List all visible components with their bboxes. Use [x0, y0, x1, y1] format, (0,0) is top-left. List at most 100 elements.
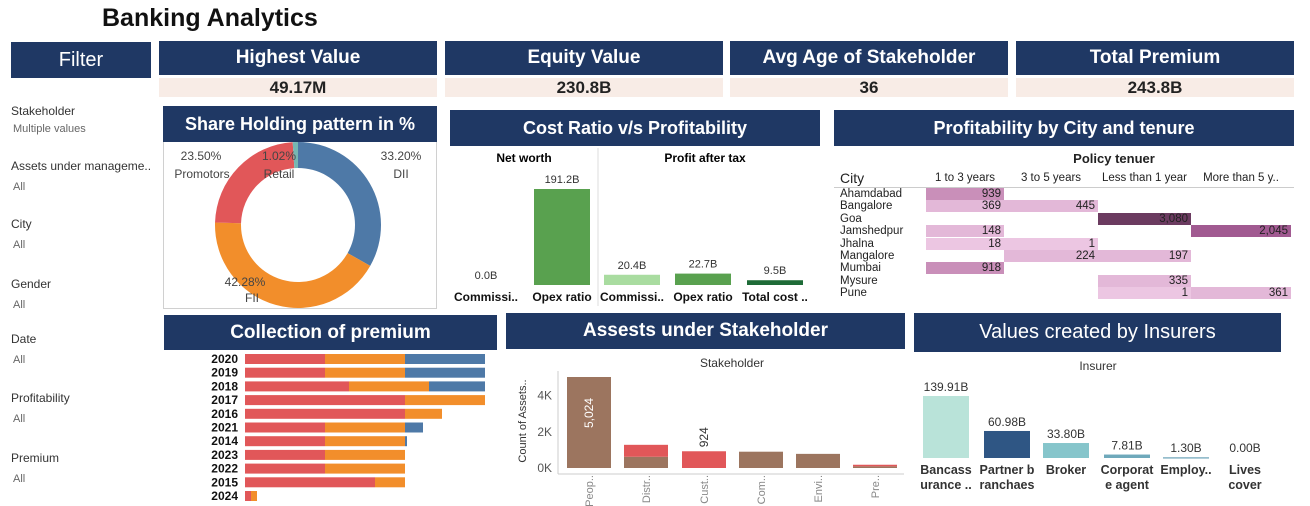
heatmap-cell[interactable]: 3,080 [1098, 212, 1191, 225]
heatmap-cell[interactable]: 1 [1098, 287, 1191, 300]
premium-bar-segment[interactable] [429, 381, 485, 392]
premium-bar-segment[interactable] [251, 491, 257, 501]
premium-bar-segment[interactable] [245, 436, 325, 447]
filter-button[interactable]: Filter [11, 42, 151, 78]
filter-value[interactable]: All [13, 413, 26, 425]
insurer-bar[interactable] [1104, 454, 1150, 458]
filter-premium[interactable]: Premium All [11, 451, 59, 485]
assets-axis-header: Stakeholder [700, 356, 764, 370]
premium-bar-segment[interactable] [245, 354, 325, 364]
assets-y-tick: 4K [537, 389, 552, 403]
premium-bar-segment[interactable] [405, 408, 442, 419]
assets-bar-segment[interactable] [739, 451, 783, 468]
donut-slice-fii[interactable] [215, 222, 371, 308]
premium-bar-segment[interactable] [405, 436, 407, 447]
assets-bar-segment[interactable] [853, 464, 897, 467]
premium-bar-segment[interactable] [325, 367, 405, 378]
share-holding-donut-chart: 33.20% DII 42.28% FII 23.50% Promotors 1.02% Re… [174, 142, 422, 308]
premium-bar-segment[interactable] [405, 354, 485, 364]
donut-slice-dii[interactable] [298, 142, 381, 266]
insurer-label: Corporat [1101, 463, 1155, 477]
insurer-bar[interactable] [1043, 443, 1089, 458]
assets-bar-segment[interactable] [796, 453, 840, 468]
heatmap-cell[interactable]: 148 [926, 225, 1004, 238]
premium-bar-segment[interactable] [325, 449, 405, 460]
filter-label: Profitability [11, 391, 70, 405]
cost-bar-value: 9.5B [764, 265, 787, 277]
cost-bar[interactable] [675, 273, 731, 285]
filter-value[interactable]: Multiple values [13, 123, 86, 135]
assets-stakeholder-chart: Stakeholder Count of Assets.. 4K 2K 0K 5,024 P… [517, 356, 904, 506]
year-label: 2018 [211, 379, 238, 393]
city-label: Pune [840, 287, 867, 300]
premium-bar-segment[interactable] [349, 381, 429, 392]
premium-bar-segment[interactable] [405, 422, 423, 433]
heatmap-cell[interactable]: 361 [1191, 287, 1291, 300]
assets-bar-segment[interactable] [624, 456, 668, 468]
filter-value[interactable]: All [13, 473, 26, 485]
heatmap-cell[interactable]: 2,045 [1191, 225, 1291, 238]
premium-bar-segment[interactable] [325, 354, 405, 364]
cost-bar-label: Commissi.. [454, 290, 518, 304]
year-label: 2014 [211, 434, 238, 448]
filter-gender[interactable]: Gender All [11, 277, 51, 311]
premium-bar-segment[interactable] [325, 463, 405, 474]
filter-profitability[interactable]: Profitability All [11, 391, 70, 425]
filter-date[interactable]: Date All [11, 332, 36, 366]
assets-x-label: Com.. [756, 475, 768, 504]
filter-label: Premium [11, 451, 60, 465]
header-divider [834, 187, 1294, 188]
premium-bar-segment[interactable] [245, 449, 325, 460]
assets-bar-segment[interactable] [853, 466, 897, 468]
filter-value[interactable]: All [13, 181, 26, 193]
premium-bar-segment[interactable] [375, 477, 405, 488]
donut-slice-promotors[interactable] [215, 142, 295, 224]
assets-bar-segment[interactable] [567, 377, 611, 468]
filter-value[interactable]: All [13, 239, 26, 251]
heatmap-cell[interactable]: 335 [1098, 274, 1191, 287]
premium-bar-segment[interactable] [245, 422, 325, 433]
premium-bar-segment[interactable] [405, 395, 485, 406]
filter-city[interactable]: City All [11, 217, 32, 251]
heatmap-cell[interactable]: 224 [1004, 250, 1098, 262]
insurer-bar[interactable] [984, 430, 1030, 458]
assets-bar-segment[interactable] [624, 444, 668, 457]
insurers-title: Values created by Insurers [914, 313, 1281, 352]
assets-bar-value: 924 [697, 427, 711, 447]
premium-bar-segment[interactable] [245, 408, 405, 419]
heatmap-row: Mysure 335 [834, 274, 1294, 287]
donut-pct-label: 23.50% [181, 149, 222, 163]
heatmap-cell[interactable]: 369 [926, 200, 1004, 213]
premium-bar-segment[interactable] [245, 477, 375, 488]
insurer-bar[interactable] [923, 396, 969, 458]
heatmap-row: Mangalore 224 197 [834, 250, 1294, 262]
filter-value[interactable]: All [13, 299, 26, 311]
cost-bar[interactable] [747, 280, 803, 285]
filter-assets[interactable]: Assets under manageme.. All [11, 159, 161, 193]
cost-bar[interactable] [534, 189, 590, 285]
heatmap-cell[interactable]: 197 [1098, 250, 1191, 262]
filter-value[interactable]: All [13, 354, 26, 366]
premium-bar-segment[interactable] [245, 491, 251, 501]
heatmap-cell[interactable]: 939 [926, 188, 1004, 200]
heatmap-cell[interactable]: 918 [926, 262, 1004, 275]
insurer-label: Bancass [920, 463, 971, 477]
premium-bar-segment[interactable] [325, 436, 405, 447]
premium-bar-segment[interactable] [245, 463, 325, 474]
heatmap-cell[interactable]: 1 [1004, 237, 1098, 250]
cost-bar[interactable] [604, 274, 660, 285]
premium-bar-segment[interactable] [325, 422, 405, 433]
insurer-bar[interactable] [1163, 457, 1209, 459]
premium-bar-segment[interactable] [245, 381, 349, 392]
premium-bar-segment[interactable] [405, 367, 485, 378]
premium-bar-segment[interactable] [245, 395, 405, 406]
assets-bar-segment[interactable] [682, 451, 726, 468]
donut-slice-retail[interactable] [292, 142, 298, 169]
cost-ratio-title: Cost Ratio v/s Profitability [450, 110, 820, 146]
premium-bar-segment[interactable] [245, 367, 325, 378]
heatmap-cell[interactable]: 18 [926, 237, 1004, 250]
heatmap-cell[interactable]: 445 [1004, 200, 1098, 213]
filter-stakeholder[interactable]: Stakeholder Multiple values [11, 104, 86, 135]
kpi-avg-age: 36 [730, 78, 1008, 97]
